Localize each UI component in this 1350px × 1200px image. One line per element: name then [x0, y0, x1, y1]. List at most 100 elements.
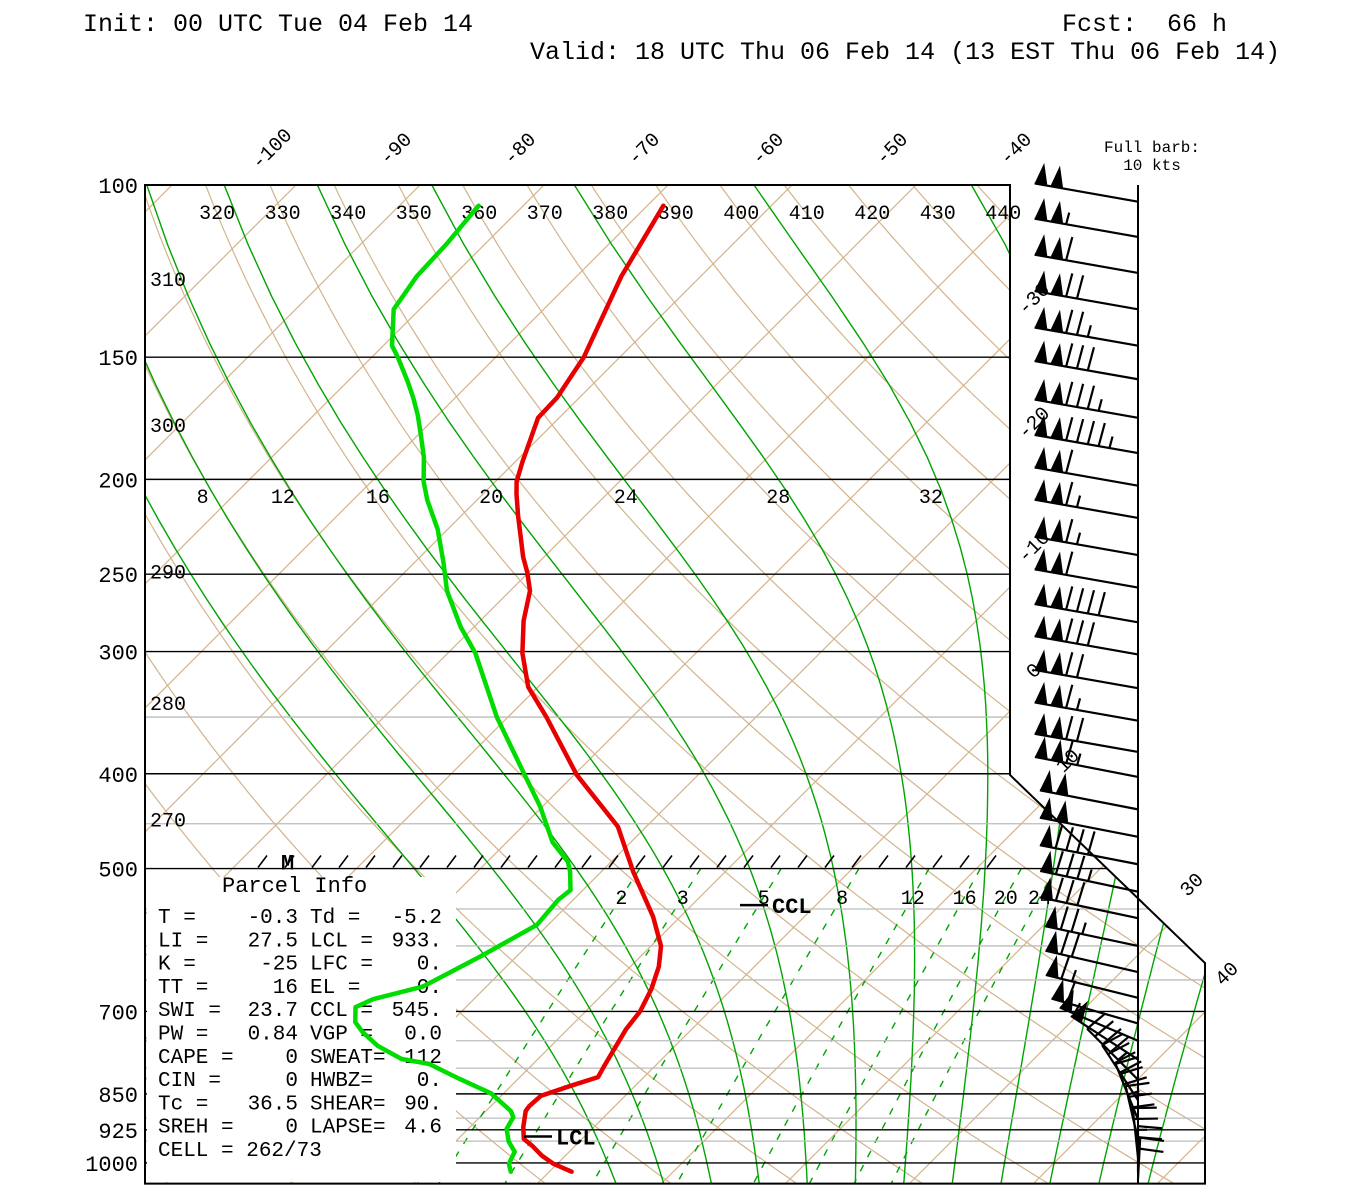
freezing-level-hatches	[257, 855, 997, 869]
mixing-ratio-label: 3	[677, 888, 689, 911]
pressure-tick-label: 500	[98, 859, 138, 884]
header-fcst-value: 66 h	[1167, 10, 1227, 39]
dry-adiabat-label-top: 390	[658, 203, 694, 226]
wind-barb	[1034, 583, 1139, 624]
dry-adiabat-label-top: 420	[854, 203, 890, 226]
dry-adiabat-label-top: 380	[592, 203, 628, 226]
background-grid	[145, 185, 1205, 1184]
dry-adiabat-label-left: 290	[150, 562, 186, 585]
moist-adiabat-label: 20	[479, 487, 503, 510]
pressure-tick-label: 700	[98, 1001, 138, 1026]
parcel-stat-label: LFC =	[310, 954, 373, 977]
parcel-stat-label: SWI =	[158, 1000, 221, 1023]
chart-render-root: Parcel Info T = -0.3 Td = -5.2 LI = 27.5 LCL = 9…	[85, 125, 1244, 1185]
parcel-stat-value: 0.84	[248, 1024, 298, 1047]
temperature-profile	[514, 203, 666, 1174]
dry-adiabat-label-top: 370	[527, 203, 563, 226]
moist-adiabat-label: 16	[366, 487, 390, 510]
wind-barb	[1034, 270, 1139, 311]
parcel-stat-label: SREH =	[158, 1117, 234, 1140]
header-valid-time: Valid: 18 UTC Thu 06 Feb 14 (13 EST Thu …	[530, 38, 1280, 67]
isotherm-label-right: -30	[1014, 279, 1056, 321]
wind-barb	[1034, 306, 1139, 347]
isotherm-label-top: -40	[996, 129, 1038, 171]
parcel-stat-label: CAPE =	[158, 1047, 234, 1070]
ccl-marker-label: CCL	[772, 895, 812, 920]
isotherm-label-lower-right: 40	[1211, 958, 1244, 991]
wind-barb	[1086, 1012, 1139, 1081]
dry-adiabat-label-top: 440	[985, 203, 1021, 226]
wind-barb	[1039, 877, 1139, 920]
wind-barb	[1051, 979, 1139, 1025]
parcel-stat-label: Td =	[310, 907, 360, 930]
wind-barbs	[1034, 162, 1165, 1180]
wind-barb	[1034, 234, 1139, 275]
mixing-ratio-label: 5	[758, 888, 770, 911]
parcel-stat-label: LCL =	[310, 930, 373, 953]
wind-barb	[1034, 162, 1139, 203]
parcel-stat-label: Tc =	[158, 1093, 208, 1116]
dry-adiabat-labels: 320 330 340 350 360 370 380 390 400 410 420 430 440 3…	[150, 203, 1021, 834]
pressure-tick-label: 150	[98, 347, 138, 372]
isotherm-label-top: -50	[872, 129, 914, 171]
wind-barb	[1034, 548, 1139, 589]
wind-barb	[1045, 930, 1139, 974]
pressure-axis-labels: 100 150 200 250 300 400 500 700 850 925 1000	[85, 175, 138, 1178]
wind-barb	[1034, 615, 1139, 656]
level-markers: M CCL LCL	[281, 852, 812, 1152]
wind-barb	[1124, 1081, 1155, 1141]
parcel-stat-label: SWEAT=	[310, 1047, 386, 1070]
wind-barb	[1044, 906, 1139, 948]
moist-adiabat-label: 12	[271, 487, 295, 510]
header-init-time: Init: 00 UTC Tue 04 Feb 14	[83, 10, 473, 39]
pressure-tick-label: 850	[98, 1084, 138, 1109]
parcel-stat-label: LAPSE=	[310, 1117, 386, 1140]
pressure-tick-label: 100	[98, 175, 138, 200]
dry-adiabat-label-left: 300	[150, 416, 186, 439]
parcel-stat-value: 0	[285, 1117, 298, 1140]
wind-barb	[1034, 479, 1139, 520]
wind-barb	[1034, 446, 1139, 487]
dry-adiabat-label-top: 410	[789, 203, 825, 226]
pressure-tick-label: 925	[98, 1120, 138, 1145]
parcel-stat-label: PW =	[158, 1024, 208, 1047]
parcel-stat-value: 90.	[404, 1093, 442, 1116]
mixing-ratio-label: 12	[901, 888, 925, 911]
wind-barb	[1034, 340, 1139, 381]
parcel-stat-value: 0.	[417, 977, 442, 1000]
dry-adiabat-label-top: 400	[723, 203, 759, 226]
isotherm-label-lower-right: 30	[1176, 869, 1209, 902]
dry-adiabat-label-top: 340	[330, 203, 366, 226]
parcel-stat-label: LI =	[158, 930, 208, 953]
dry-adiabat-label-top: 330	[265, 203, 301, 226]
parcel-stat-label: CIN =	[158, 1070, 221, 1093]
parcel-info: Parcel Info T = -0.3 Td = -5.2 LI = 27.5 LCL = 9…	[158, 874, 442, 1163]
wind-barb	[1039, 850, 1139, 893]
parcel-info-panel	[147, 877, 456, 1182]
wind-barb	[1034, 713, 1139, 754]
wind-barb	[1034, 736, 1139, 779]
lcl-marker-label: LCL	[556, 1126, 596, 1151]
dry-adiabat-label-left: 270	[150, 811, 186, 834]
mixing-ratio-label: 2	[615, 888, 627, 911]
parcel-stat-value: 933.	[392, 930, 442, 953]
parcel-stat-label: VGP =	[310, 1024, 373, 1047]
moist-adiabat-label: 28	[766, 487, 790, 510]
parcel-stat-label: SHEAR=	[310, 1093, 386, 1116]
wind-barb	[1034, 649, 1139, 690]
wind-barb	[1039, 824, 1139, 866]
dry-adiabat-label-top: 350	[396, 203, 432, 226]
wind-barb	[1034, 414, 1139, 455]
parcel-stat-value: 23.7	[248, 1000, 298, 1023]
parcel-stat-value: 0	[285, 1047, 298, 1070]
parcel-stat-label: K =	[158, 954, 196, 977]
dry-adiabat-label-top: 360	[461, 203, 497, 226]
wind-barb	[1034, 378, 1139, 419]
moist-adiabat-label: 24	[614, 487, 638, 510]
parcel-stat-value: -0.3	[248, 907, 298, 930]
parcel-stat-label: TT =	[158, 977, 208, 1000]
pressure-tick-label: 300	[98, 642, 138, 667]
mixing-ratio-labels: 2 3 5 8 12 16 20 24	[615, 888, 1052, 911]
